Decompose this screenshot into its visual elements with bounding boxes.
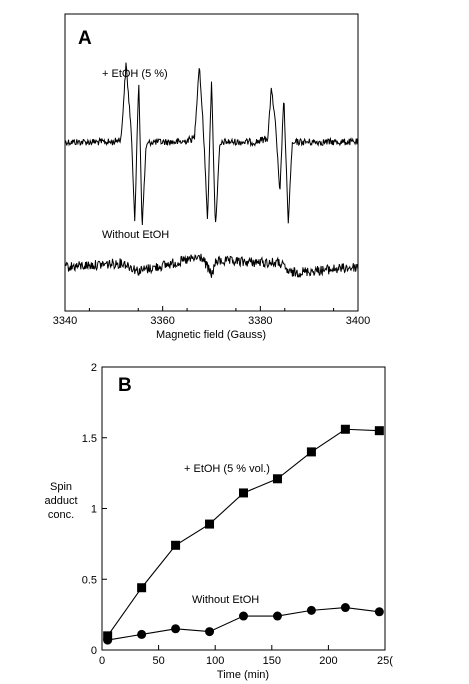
y-label-line-3: conc. (48, 509, 74, 521)
panel-a-x-tick-label: 3340 (53, 315, 77, 327)
marker-square-etoh (137, 583, 147, 593)
panel-a-frame (64, 13, 359, 312)
marker-square-etoh (340, 424, 350, 434)
panel-b-y-axis: 0 0.5 1 1.5 2 (82, 362, 107, 657)
series-label-without: Without EtOH (192, 594, 259, 606)
panel-b-y-axis-label: Spin adduct conc. (44, 481, 77, 521)
marker-square-etoh (272, 474, 282, 484)
spectrum-without-etoh (64, 253, 359, 279)
panel-a-x-axis-label: Magnetic field (Gauss) (156, 329, 266, 341)
marker-square-etoh (205, 519, 215, 529)
marker-square-etoh (239, 488, 248, 498)
y-label-line-1: Spin (50, 481, 72, 493)
panel-a-label: A (78, 28, 92, 49)
panel-a-x-tick-label: 3380 (248, 315, 272, 327)
spectrum-etoh (64, 62, 359, 226)
panel-a-chart: A + EtOH (5 %) Without EtOH 3340 3360 3380… (53, 13, 370, 341)
panel-b-x-axis: 0 50 100 150 200 25( (99, 645, 393, 667)
panel-b-chart: B 0 50 100 150 200 25( 0 0.5 1 1.5 2 Time (min) S… (44, 362, 393, 681)
panel-b-x-tick-label: 100 (206, 655, 224, 667)
marker-circle-without-etoh (306, 605, 316, 615)
panel-b-x-axis-label: Time (min) (217, 669, 269, 681)
panel-a-x-axis: 3340 3360 3380 3400 (53, 306, 370, 327)
marker-circle-without-etoh (272, 611, 282, 621)
panel-b-y-tick-label: 0.5 (82, 574, 97, 586)
panel-b-x-tick-label: 25( (377, 655, 393, 667)
marker-square-etoh (374, 426, 384, 436)
panel-a-x-tick-label: 3400 (346, 315, 370, 327)
marker-circle-without-etoh (103, 635, 113, 645)
marker-circle-without-etoh (205, 627, 215, 637)
panel-a-x-tick-label: 3360 (150, 315, 174, 327)
marker-circle-without-etoh (374, 607, 384, 617)
panel-b-y-tick-label: 0 (91, 645, 97, 657)
series-label-etoh: + EtOH (5 % vol.) (184, 463, 270, 475)
marker-circle-without-etoh (171, 624, 181, 634)
panel-b-y-tick-label: 1.5 (82, 433, 97, 445)
marker-circle-without-etoh (340, 603, 350, 613)
panel-b-y-tick-label: 2 (91, 362, 97, 374)
panel-b-y-tick-label: 1 (91, 504, 97, 516)
panel-b-x-tick-label: 150 (263, 655, 281, 667)
marker-square-etoh (171, 540, 181, 550)
marker-circle-without-etoh (239, 611, 248, 621)
panel-b-label: B (118, 375, 132, 396)
panel-b-series (103, 424, 384, 645)
panel-b-x-tick-label: 50 (152, 655, 164, 667)
panel-a-series-label-without: Without EtOH (102, 229, 169, 241)
panel-a-series-label-etoh: + EtOH (5 %) (102, 68, 168, 80)
y-label-line-2: adduct (44, 495, 77, 507)
panel-b-x-tick-label: 0 (99, 655, 105, 667)
marker-square-etoh (306, 447, 316, 457)
marker-circle-without-etoh (137, 629, 147, 639)
panel-b-x-tick-label: 200 (319, 655, 337, 667)
